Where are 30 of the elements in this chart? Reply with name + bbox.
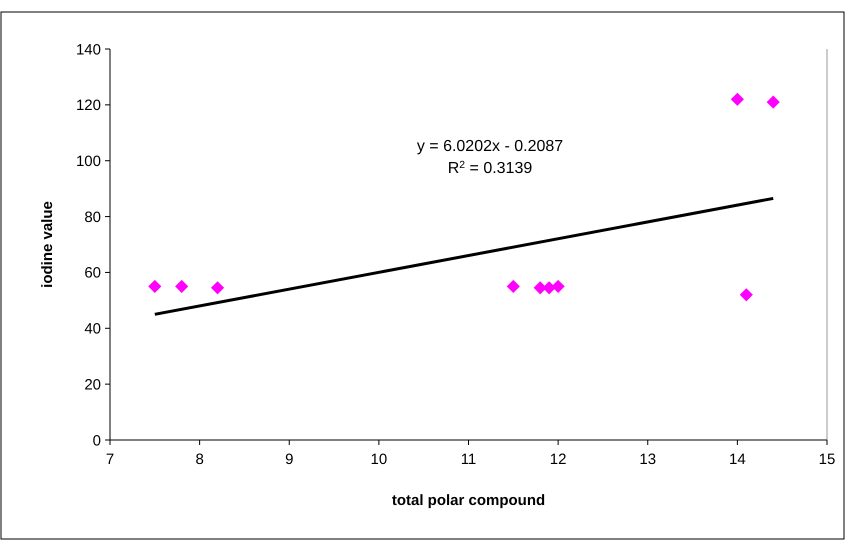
y-tick-label: 40 <box>84 320 101 338</box>
point <box>175 280 188 293</box>
x-tick-label: 10 <box>370 451 388 468</box>
y-tick-label: 80 <box>84 208 101 226</box>
x-tick-label: 8 <box>195 451 204 468</box>
x-tick-label: 15 <box>818 451 836 468</box>
point <box>766 95 780 109</box>
point <box>542 281 556 294</box>
y-tick-label: 60 <box>84 264 101 282</box>
y-tick-label: 20 <box>84 376 101 394</box>
annotation: y = 6.0202x - 0.2087 <box>416 138 564 155</box>
y-tick-label: 100 <box>76 152 101 170</box>
point <box>210 281 224 294</box>
x-tick-label: 14 <box>729 451 746 468</box>
point <box>740 288 753 302</box>
point <box>552 280 565 293</box>
point <box>506 280 520 293</box>
x-tick-label: 13 <box>639 451 656 468</box>
y-tick-label: 140 <box>76 41 101 58</box>
x-tick-label: 12 <box>550 451 566 468</box>
x-axis-title: total polar compound <box>392 492 546 509</box>
y-tick-label: 0 <box>92 432 101 450</box>
annotation: R$^{2}$ = 0.3139 <box>448 160 532 177</box>
x-tick-label: 7 <box>106 451 114 468</box>
x-tick-label: 9 <box>285 451 294 468</box>
y-tick-label: 120 <box>76 97 101 114</box>
y-axis-title: iodine value <box>39 201 56 288</box>
point <box>730 92 744 106</box>
point <box>148 280 162 293</box>
x-tick-label: 11 <box>460 451 476 468</box>
